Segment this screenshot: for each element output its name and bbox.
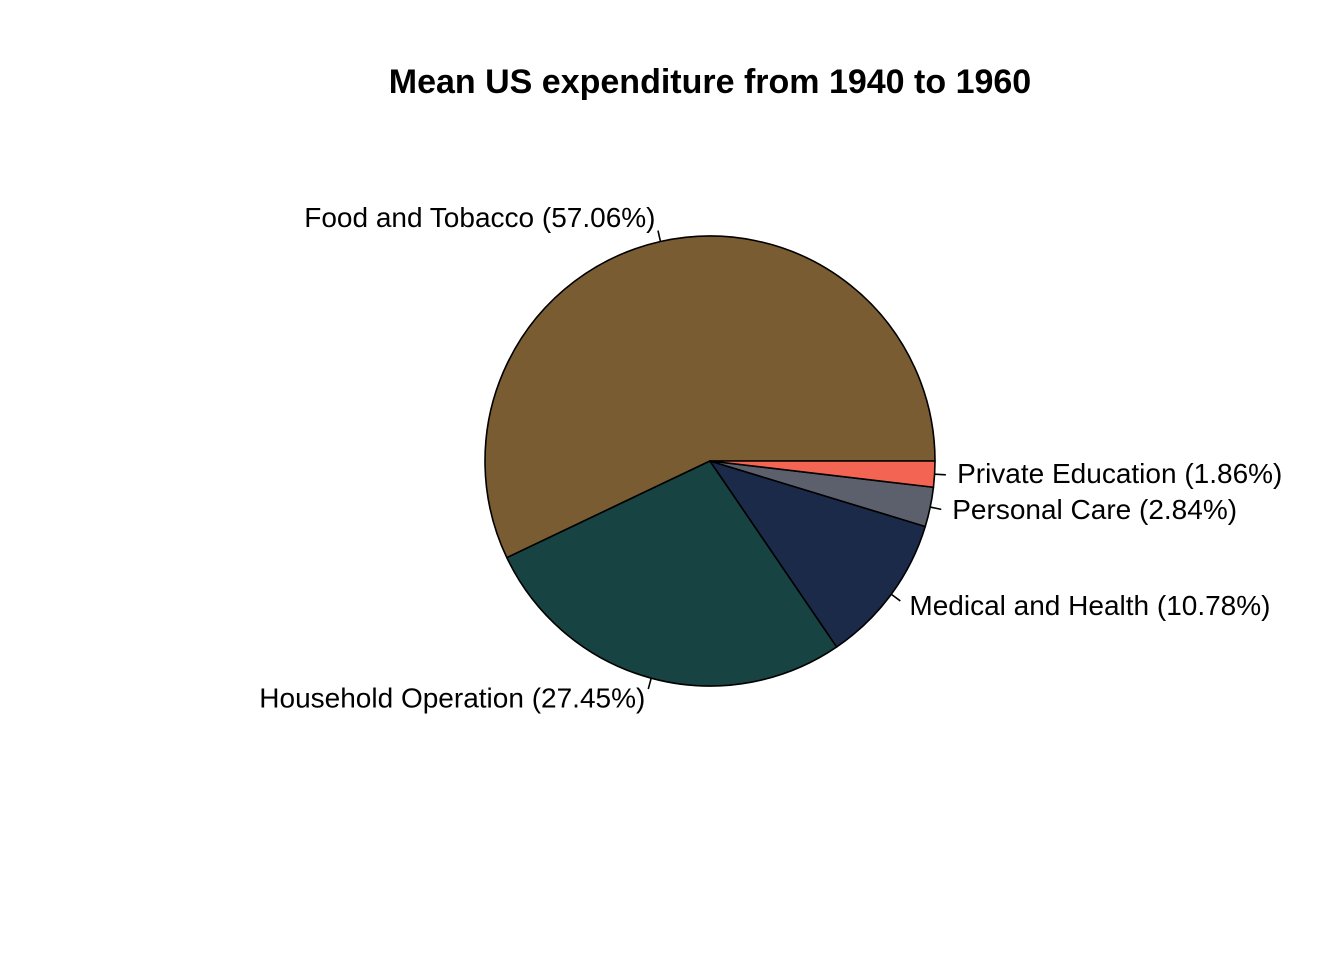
leader-line-food-and-tobacco [657, 230, 662, 242]
leader-line-medical-and-health [890, 593, 901, 602]
pie-slice-food-and-tobacco [484, 235, 936, 559]
leader-line-private-education [934, 473, 946, 476]
slice-label-food-and-tobacco: Food and Tobacco (57.06%) [304, 202, 655, 233]
slice-label-private-education: Private Education (1.86%) [957, 458, 1282, 489]
pie-slice-private-education [709, 460, 936, 489]
slice-label-medical-and-health: Medical and Health (10.78%) [909, 590, 1270, 621]
pie-slices [484, 235, 936, 687]
leader-line-personal-care [930, 506, 942, 511]
pie-slice-medical-and-health [709, 460, 927, 648]
slice-labels: Food and Tobacco (57.06%) Household Opera… [259, 202, 1282, 713]
chart-title: Mean US expenditure from 1940 to 1960 [389, 63, 1031, 101]
label-leader-lines [647, 230, 946, 690]
slice-label-household-operation: Household Operation (27.45%) [259, 682, 645, 713]
leader-line-household-operation [647, 677, 652, 690]
slice-label-personal-care: Personal Care (2.84%) [952, 494, 1237, 525]
